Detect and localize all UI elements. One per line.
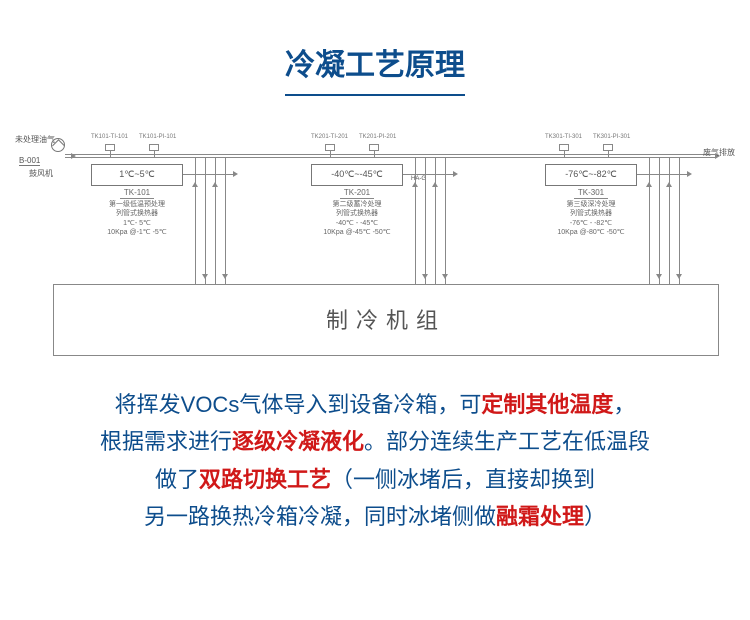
inlet-label: 未处理油气 [15,134,55,145]
inlet-arrow-icon [71,153,76,159]
stage-3-tk: TK-301 [574,188,608,199]
process-diagram: 未处理油气 B-001 鼓风机 废气排放 TK101-TI-101 TK101-… [15,116,735,366]
stage-2-instr-1: TK201-TI-201 [311,134,348,140]
blower-name: 鼓风机 [29,168,53,179]
stage-2-tk: TK-201 [340,188,374,199]
blower-code: B-001 [19,156,40,166]
main-pipe [65,157,715,158]
stage-3-sensor-1-icon [559,144,569,151]
stage-1-meta: TK-101 第一级低温预处理 列管式换热器 1℃- 5℃ 10Kpa @-1℃… [91,188,183,237]
cooler-unit: 制冷机组 [53,284,719,356]
desc-hl4: 融霜处理 [496,504,584,529]
desc-hl2: 逐级冷凝液化 [232,429,364,454]
stage-3-instr-1: TK301-TI-301 [545,134,582,140]
blower-icon [51,138,65,152]
desc-t1: 将挥发VOCs气体导入到设备冷箱，可 [115,392,482,417]
desc-hl3: 双路切换工艺 [199,467,331,492]
stage-2-sensor-1-icon [325,144,335,151]
stage-1-instr-2: TK101-PI-101 [139,134,176,140]
exhaust-label: 废气排放 [703,147,735,158]
stage-1-box: 1℃~5℃ [91,164,183,186]
stage-1-instr-1: TK101-TI-101 [91,134,128,140]
stage-1-sensor-2-icon [149,144,159,151]
stage-2-sensor-2-icon [369,144,379,151]
main-pipe-2 [65,154,715,155]
desc-hl1: 定制其他温度 [481,392,613,417]
stage-3-meta: TK-301 第三级深冷处理 列管式换热器 -76℃ - -82℃ 10Kpa … [545,188,637,237]
stage-1-sensor-1-icon [105,144,115,151]
stage-1-tk: TK-101 [120,188,154,199]
stage-2-box: -40℃~-45℃ [311,164,403,186]
stage-2-meta: TK-201 第二级蓄冷处理 列管式换热器 -40℃ - -45℃ 10Kpa … [311,188,403,237]
page-title: 冷凝工艺原理 [0,0,750,94]
title-underline [285,94,465,96]
stage-3-box: -76℃~-82℃ [545,164,637,186]
description: 将挥发VOCs气体导入到设备冷箱，可定制其他温度， 根据需求进行逐级冷凝液化。部… [35,386,715,536]
stage-3-instr-2: TK301-PI-301 [593,134,630,140]
stage-2-instr-2: TK201-PI-201 [359,134,396,140]
stage-3-sensor-2-icon [603,144,613,151]
